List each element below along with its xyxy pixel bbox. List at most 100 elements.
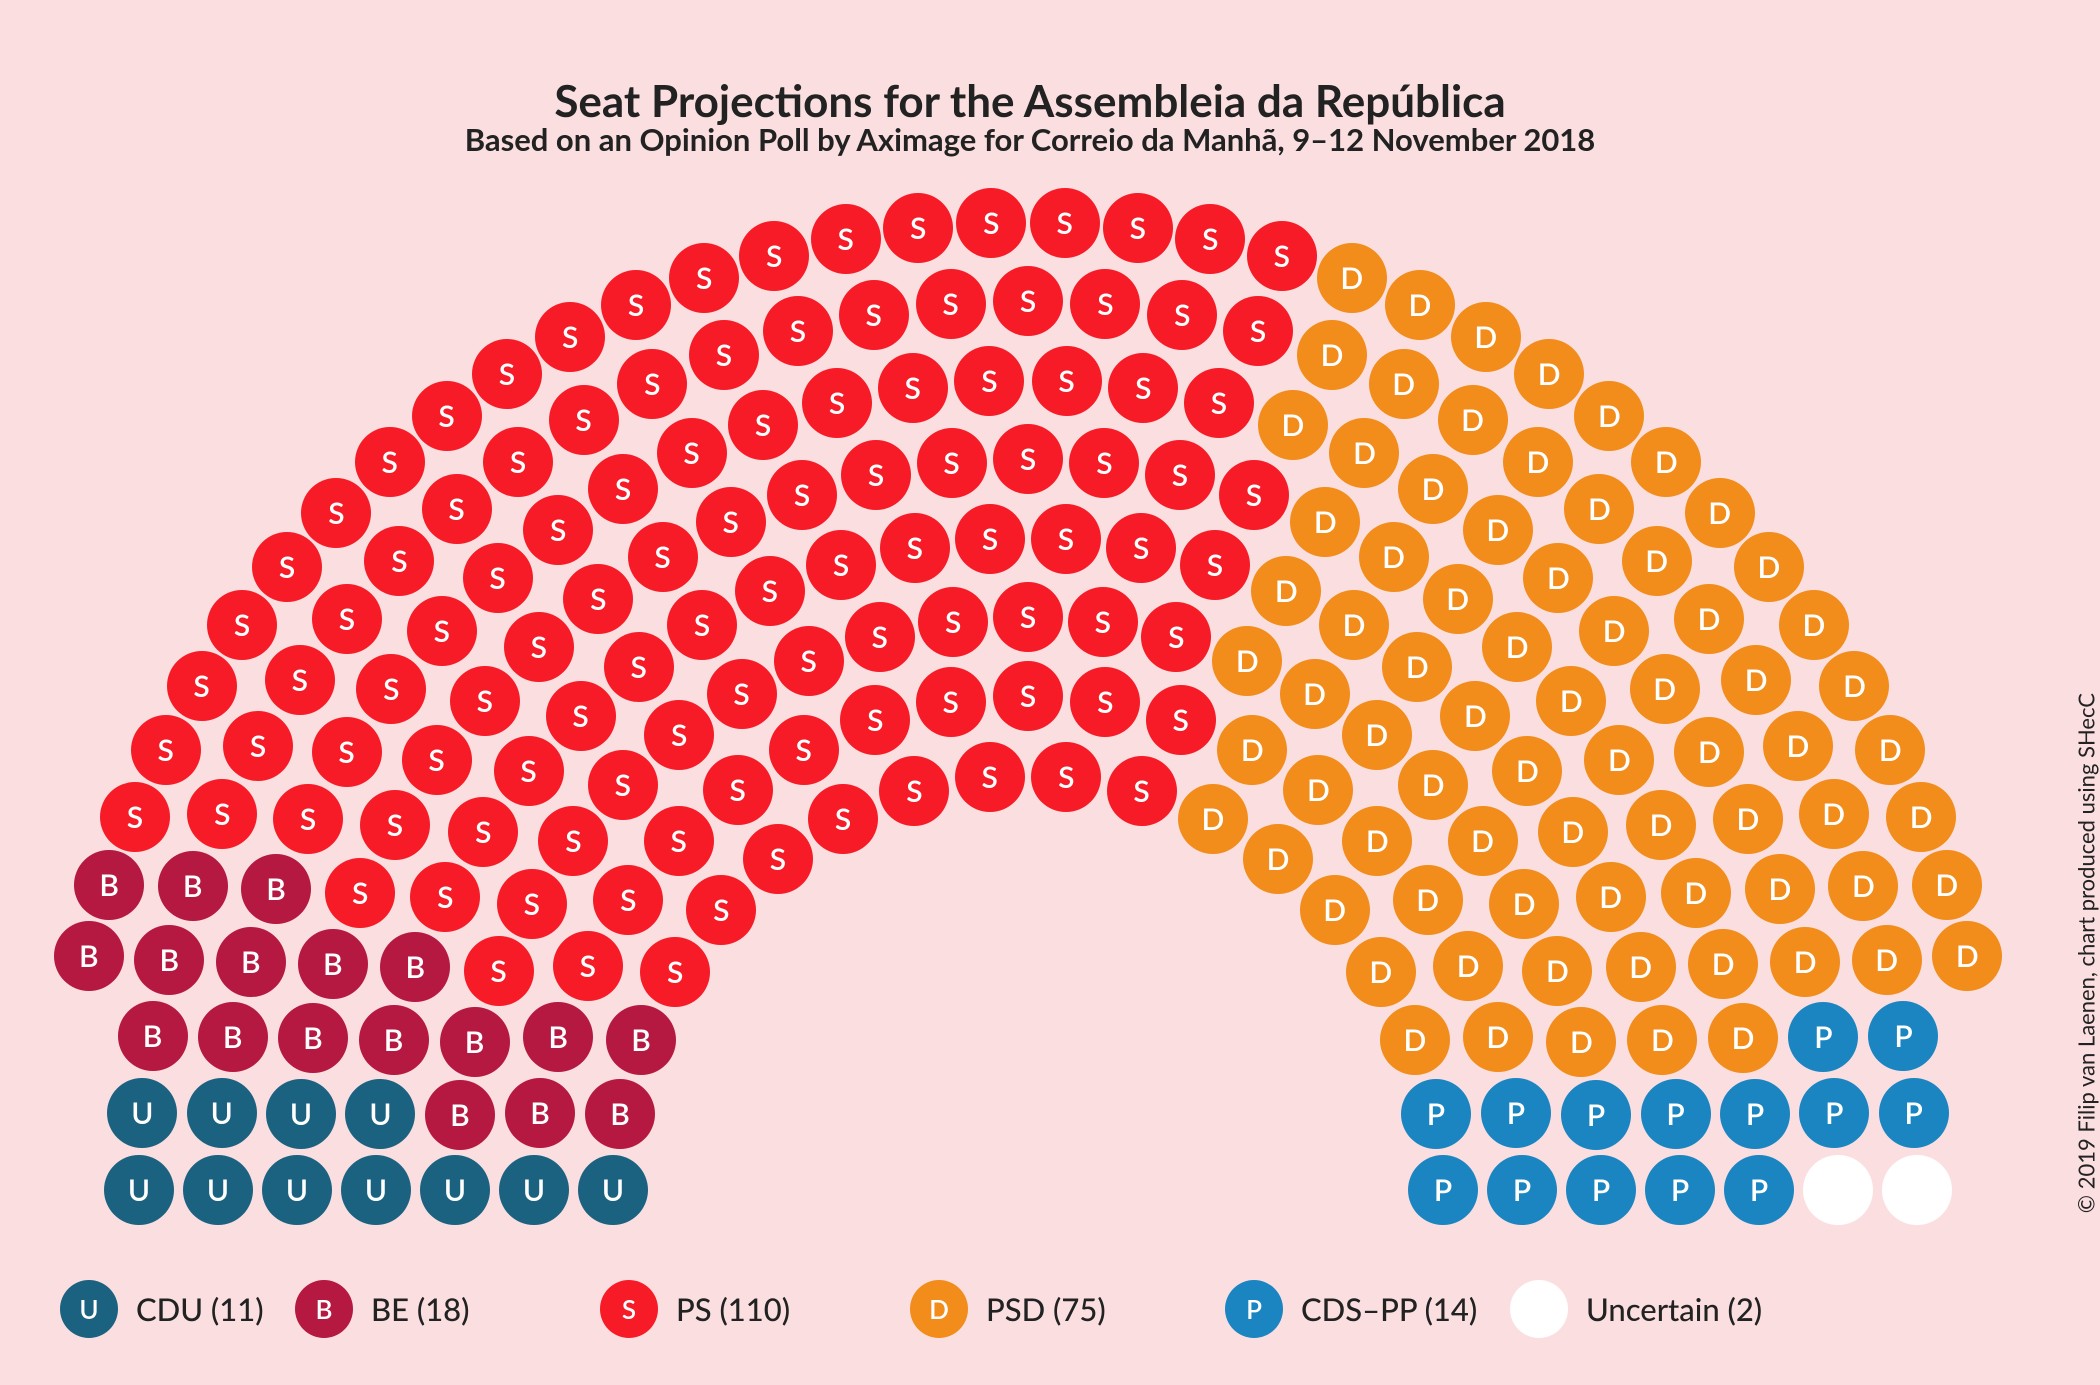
seat: S — [918, 587, 988, 657]
seat: D — [1251, 556, 1321, 626]
seat: S — [546, 681, 616, 751]
seat: S — [802, 368, 872, 438]
seat: S — [356, 654, 426, 724]
seat: S — [412, 381, 482, 451]
seat: S — [617, 349, 687, 419]
seat: B — [134, 925, 204, 995]
seat: S — [593, 865, 663, 935]
seat: S — [472, 339, 542, 409]
seat: D — [1745, 854, 1815, 924]
seat: S — [743, 824, 813, 894]
seat: S — [1247, 221, 1317, 291]
seat: S — [463, 543, 533, 613]
seat: B — [380, 932, 450, 1002]
seat: S — [1175, 204, 1245, 274]
seat: D — [1280, 659, 1350, 729]
seat: S — [355, 427, 425, 497]
seat: D — [1433, 931, 1503, 1001]
seat: D — [1346, 937, 1416, 1007]
seat: B — [585, 1079, 655, 1149]
seat: S — [1031, 742, 1101, 812]
seat: P — [1566, 1155, 1636, 1225]
seat: D — [1852, 925, 1922, 995]
seat: P — [1724, 1155, 1794, 1225]
seat: S — [657, 418, 727, 488]
seat: S — [669, 243, 739, 313]
legend-swatch: P — [1225, 1280, 1283, 1338]
legend-item: UCDU (11) — [60, 1280, 264, 1338]
seat: B — [425, 1080, 495, 1150]
seat: B — [359, 1005, 429, 1075]
seat: D — [1319, 590, 1389, 660]
seat: U — [578, 1155, 648, 1225]
seat: S — [686, 875, 756, 945]
seat: S — [549, 385, 619, 455]
seat: S — [774, 626, 844, 696]
seat: S — [601, 270, 671, 340]
seat: S — [707, 659, 777, 729]
seat: D — [1514, 339, 1584, 409]
seat: S — [993, 661, 1063, 731]
seat: D — [1492, 736, 1562, 806]
seat: S — [563, 564, 633, 634]
seat: B — [440, 1007, 510, 1077]
seat: D — [1606, 932, 1676, 1002]
legend-swatch: D — [910, 1280, 968, 1338]
seat: S — [763, 296, 833, 366]
seat: P — [1879, 1078, 1949, 1148]
seat: S — [703, 755, 773, 825]
seat: P — [1868, 1001, 1938, 1071]
seat: S — [845, 602, 915, 672]
seat: S — [1219, 460, 1289, 530]
seat: D — [1579, 596, 1649, 666]
seat: U — [420, 1155, 490, 1225]
seat: U — [499, 1155, 569, 1225]
seat: D — [1380, 1005, 1450, 1075]
seat: D — [1912, 850, 1982, 920]
seat: S — [422, 474, 492, 544]
seat: S — [883, 193, 953, 263]
seat: S — [1145, 440, 1215, 510]
seat: S — [1146, 685, 1216, 755]
seat: S — [640, 937, 710, 1007]
seat: S — [644, 700, 714, 770]
seat: D — [1440, 681, 1510, 751]
seat: S — [767, 460, 837, 530]
seat: S — [1107, 756, 1177, 826]
legend-label: BE (18) — [371, 1290, 470, 1328]
seat: B — [158, 851, 228, 921]
seat: S — [1223, 296, 1293, 366]
seat: S — [131, 715, 201, 785]
seat: S — [956, 188, 1026, 258]
seat: S — [1069, 428, 1139, 498]
seat: B — [241, 854, 311, 924]
seat: S — [644, 806, 714, 876]
seat: D — [1721, 645, 1791, 715]
seat: S — [880, 513, 950, 583]
seat: U — [266, 1079, 336, 1149]
seat: P — [1788, 1002, 1858, 1072]
seat: S — [187, 779, 257, 849]
seat: D — [1713, 784, 1783, 854]
seat: D — [1819, 651, 1889, 721]
seat: S — [954, 346, 1024, 416]
seat: S — [535, 302, 605, 372]
seat: P — [1645, 1155, 1715, 1225]
legend-label: CDU (11) — [136, 1290, 264, 1328]
seat: D — [1342, 806, 1412, 876]
page-root: Seat Projections for the Assembleia da R… — [0, 0, 2100, 1385]
seat: D — [1661, 858, 1731, 928]
seat: S — [808, 784, 878, 854]
seat: S — [312, 584, 382, 654]
legend-label: Uncertain (2) — [1586, 1290, 1762, 1328]
seat: P — [1401, 1079, 1471, 1149]
seat: U — [187, 1078, 257, 1148]
seat: D — [1385, 270, 1455, 340]
seat: D — [1359, 522, 1429, 592]
seat: S — [223, 711, 293, 781]
seat: D — [1523, 543, 1593, 613]
seat: D — [1438, 385, 1508, 455]
seat: D — [1522, 936, 1592, 1006]
seat: D — [1451, 302, 1521, 372]
seat: D — [1342, 700, 1412, 770]
